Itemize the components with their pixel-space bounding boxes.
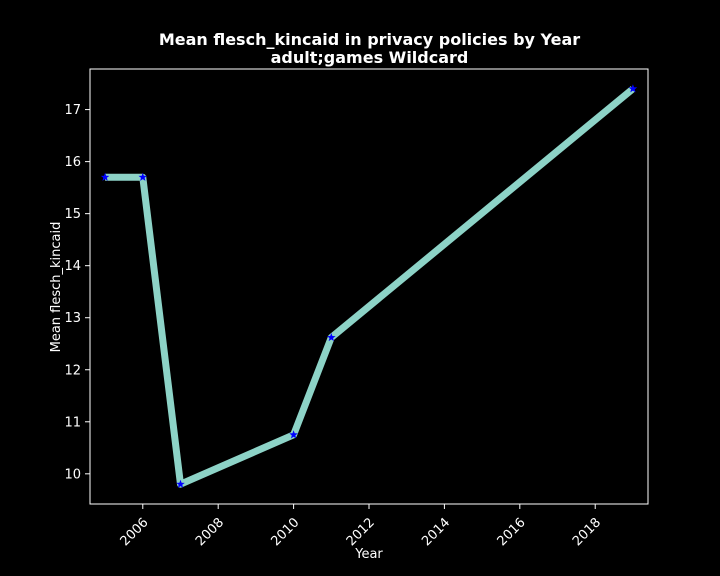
data-point-marker (628, 84, 638, 93)
y-tick-label: 17 (64, 103, 81, 118)
y-tick-label: 10 (64, 467, 81, 482)
y-tick-label: 14 (64, 259, 81, 274)
data-point-marker (176, 479, 185, 488)
y-tick-label: 13 (64, 311, 81, 326)
data-point-marker (100, 172, 110, 181)
y-axis: 10 11 12 13 14 15 16 17 (64, 103, 90, 482)
y-tick-label: 16 (64, 155, 81, 170)
x-axis-label: Year (354, 547, 383, 562)
y-tick-label: 12 (64, 363, 81, 378)
y-tick-label: 15 (64, 207, 81, 222)
data-point-marker (289, 430, 298, 439)
chart-title: Mean flesch_kincaid in privacy policies … (159, 30, 580, 49)
series-layer (100, 84, 638, 488)
y-tick-label: 11 (64, 415, 81, 430)
y-axis-label: Mean flesch_kincaid (49, 222, 64, 353)
chart-subtitle: adult;games Wildcard (271, 48, 469, 67)
data-point-marker (138, 172, 148, 181)
data-point-marker (327, 332, 336, 342)
series-line (105, 86, 636, 488)
